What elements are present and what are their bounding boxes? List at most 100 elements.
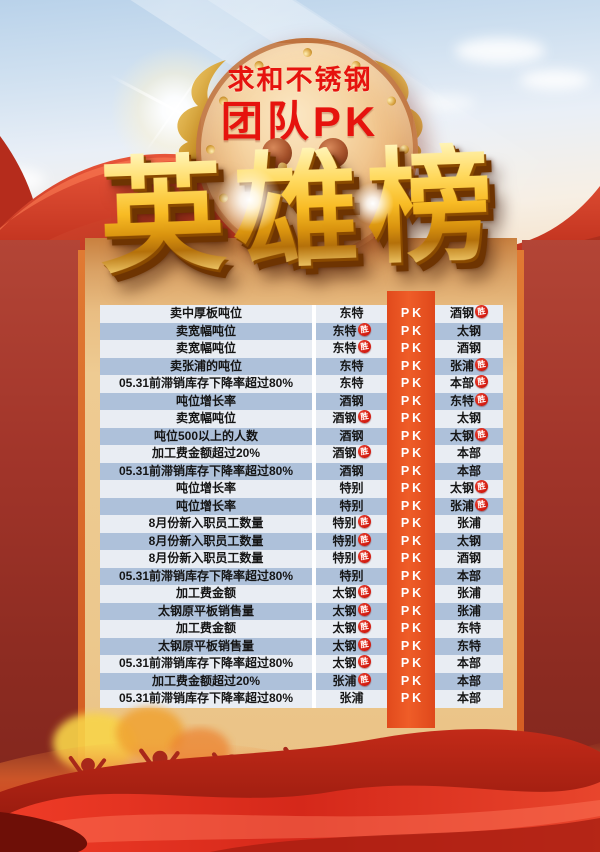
table-row: 吨位增长率 特别 PK 张浦胜 (100, 496, 503, 515)
table-row: 加工费金额 太钢胜 PK 东特 (100, 619, 503, 638)
challenger-cell: 东特 (316, 305, 387, 323)
challenger-name: 酒钢 (332, 446, 357, 460)
task-cell: 加工费金额超过20% (100, 672, 312, 690)
pk-cell: PK (400, 446, 425, 460)
opponent-cell: 张浦 (435, 602, 503, 620)
challenger-cell: 酒钢胜 (316, 444, 387, 463)
challenger-name: 太钢 (332, 603, 357, 618)
task-cell: 吨位增长率 (100, 480, 312, 498)
win-badge: 胜 (356, 671, 372, 687)
opponent-name: 太钢 (449, 481, 474, 495)
drum-mallet-icon (318, 138, 348, 168)
task-cell: 05.31前滞销库存下降率超过80% (100, 655, 312, 673)
challenger-cell: 酒钢胜 (316, 409, 387, 428)
task-cell: 卖中厚板吨位 (100, 305, 312, 323)
column-divider (312, 305, 316, 323)
task-cell: 05.31前滞销库存下降率超过80% (100, 690, 312, 708)
opponent-name: 张浦 (456, 603, 481, 618)
table-row: 卖宽幅吨位 酒钢胜 PK 太钢 (100, 409, 503, 428)
opponent-cell: 太钢 (435, 410, 503, 428)
table-row: 卖张浦的吨位 东特 PK 张浦胜 (100, 356, 503, 375)
opponent-cell: 本部 (435, 445, 503, 463)
challenger-cell: 太钢胜 (316, 636, 387, 655)
drum-mallet-icon (262, 138, 292, 168)
task-cell: 加工费金额 (100, 585, 312, 603)
table-row: 卖宽幅吨位 东特胜 PK 酒钢 (100, 339, 503, 358)
opponent-cell: 东特 (435, 637, 503, 655)
win-badge: 胜 (356, 339, 372, 355)
pk-cell: PK (400, 498, 425, 513)
challenger-name: 张浦 (339, 691, 364, 705)
win-badge: 胜 (356, 619, 372, 635)
challenger-name: 太钢 (332, 621, 357, 635)
column-divider (312, 375, 316, 393)
task-cell: 加工费金额 (100, 620, 312, 638)
column-divider (312, 655, 316, 673)
pk-cell: PK (400, 568, 425, 583)
column-divider (312, 392, 316, 410)
column-divider (312, 357, 316, 375)
cloud (455, 38, 545, 64)
challenger-name: 特别 (339, 481, 364, 495)
challenger-cell: 酒钢 (316, 392, 387, 410)
challenger-name: 特别 (332, 551, 357, 565)
opponent-name: 东特 (456, 621, 481, 635)
opponent-cell: 本部 (435, 567, 503, 585)
challenger-name: 东特 (339, 358, 364, 373)
opponent-name: 酒钢 (456, 551, 481, 565)
pk-cell: PK (400, 428, 425, 443)
table-row: 吨位增长率 酒钢 PK 东特胜 (100, 391, 503, 410)
opponent-name: 张浦 (456, 516, 481, 530)
opponent-name: 太钢 (456, 533, 481, 548)
challenger-cell: 东特 (316, 357, 387, 375)
column-divider (312, 567, 316, 585)
task-cell: 卖宽幅吨位 (100, 410, 312, 428)
cloud (520, 70, 590, 90)
pk-cell: PK (400, 358, 425, 373)
task-cell: 卖宽幅吨位 (100, 340, 312, 358)
challenger-cell: 特别胜 (316, 549, 387, 568)
pk-cell: PK (400, 673, 425, 688)
column-divider (312, 322, 316, 340)
opponent-name: 太钢 (456, 411, 481, 425)
opponent-cell: 张浦胜 (435, 356, 503, 375)
column-divider (312, 550, 316, 568)
task-cell: 卖宽幅吨位 (100, 322, 312, 340)
pk-cell: PK (400, 586, 425, 600)
table-row: 8月份新入职员工数量 特别胜 PK 酒钢 (100, 549, 503, 568)
challenger-name: 特别 (332, 533, 357, 548)
task-cell: 吨位增长率 (100, 497, 312, 515)
opponent-name: 本部 (456, 463, 481, 478)
pk-cell: PK (400, 481, 425, 495)
column-divider (312, 410, 316, 428)
column-divider (312, 340, 316, 358)
opponent-cell: 酒钢 (435, 340, 503, 358)
task-cell: 吨位500以上的人数 (100, 427, 312, 445)
opponent-cell: 本部 (435, 462, 503, 480)
poster-title-text: 英雄榜 (18, 133, 582, 288)
column-divider (312, 585, 316, 603)
table-row: 05.31前滞销库存下降率超过80% 东特 PK 本部胜 (100, 374, 503, 393)
win-badge: 胜 (473, 496, 490, 512)
challenger-cell: 酒钢 (316, 462, 387, 480)
opponent-cell: 张浦胜 (435, 496, 503, 515)
challenger-name: 太钢 (332, 586, 357, 600)
win-badge: 胜 (473, 426, 490, 442)
pk-table: 卖中厚板吨位 东特 PK 酒钢胜 卖宽幅吨位 东特胜 PK 太钢 卖宽幅吨位 东… (100, 304, 503, 708)
opponent-name: 太钢 (449, 428, 474, 443)
pk-cell: PK (400, 691, 425, 705)
opponent-name: 本部 (456, 446, 481, 460)
column-divider (312, 480, 316, 498)
pk-cell: PK (400, 603, 425, 618)
task-cell: 太钢原平板销售量 (100, 602, 312, 620)
challenger-name: 太钢 (332, 638, 357, 653)
table-row: 05.31前滞销库存下降率超过80% 酒钢 PK 本部 (100, 462, 503, 480)
column-divider (312, 672, 316, 690)
challenger-cell: 东特胜 (316, 339, 387, 358)
challenger-cell: 东特 (316, 375, 387, 393)
task-cell: 卖张浦的吨位 (100, 357, 312, 375)
challenger-name: 张浦 (332, 673, 357, 688)
opponent-cell: 张浦 (435, 515, 503, 533)
task-cell: 05.31前滞销库存下降率超过80% (100, 462, 312, 480)
